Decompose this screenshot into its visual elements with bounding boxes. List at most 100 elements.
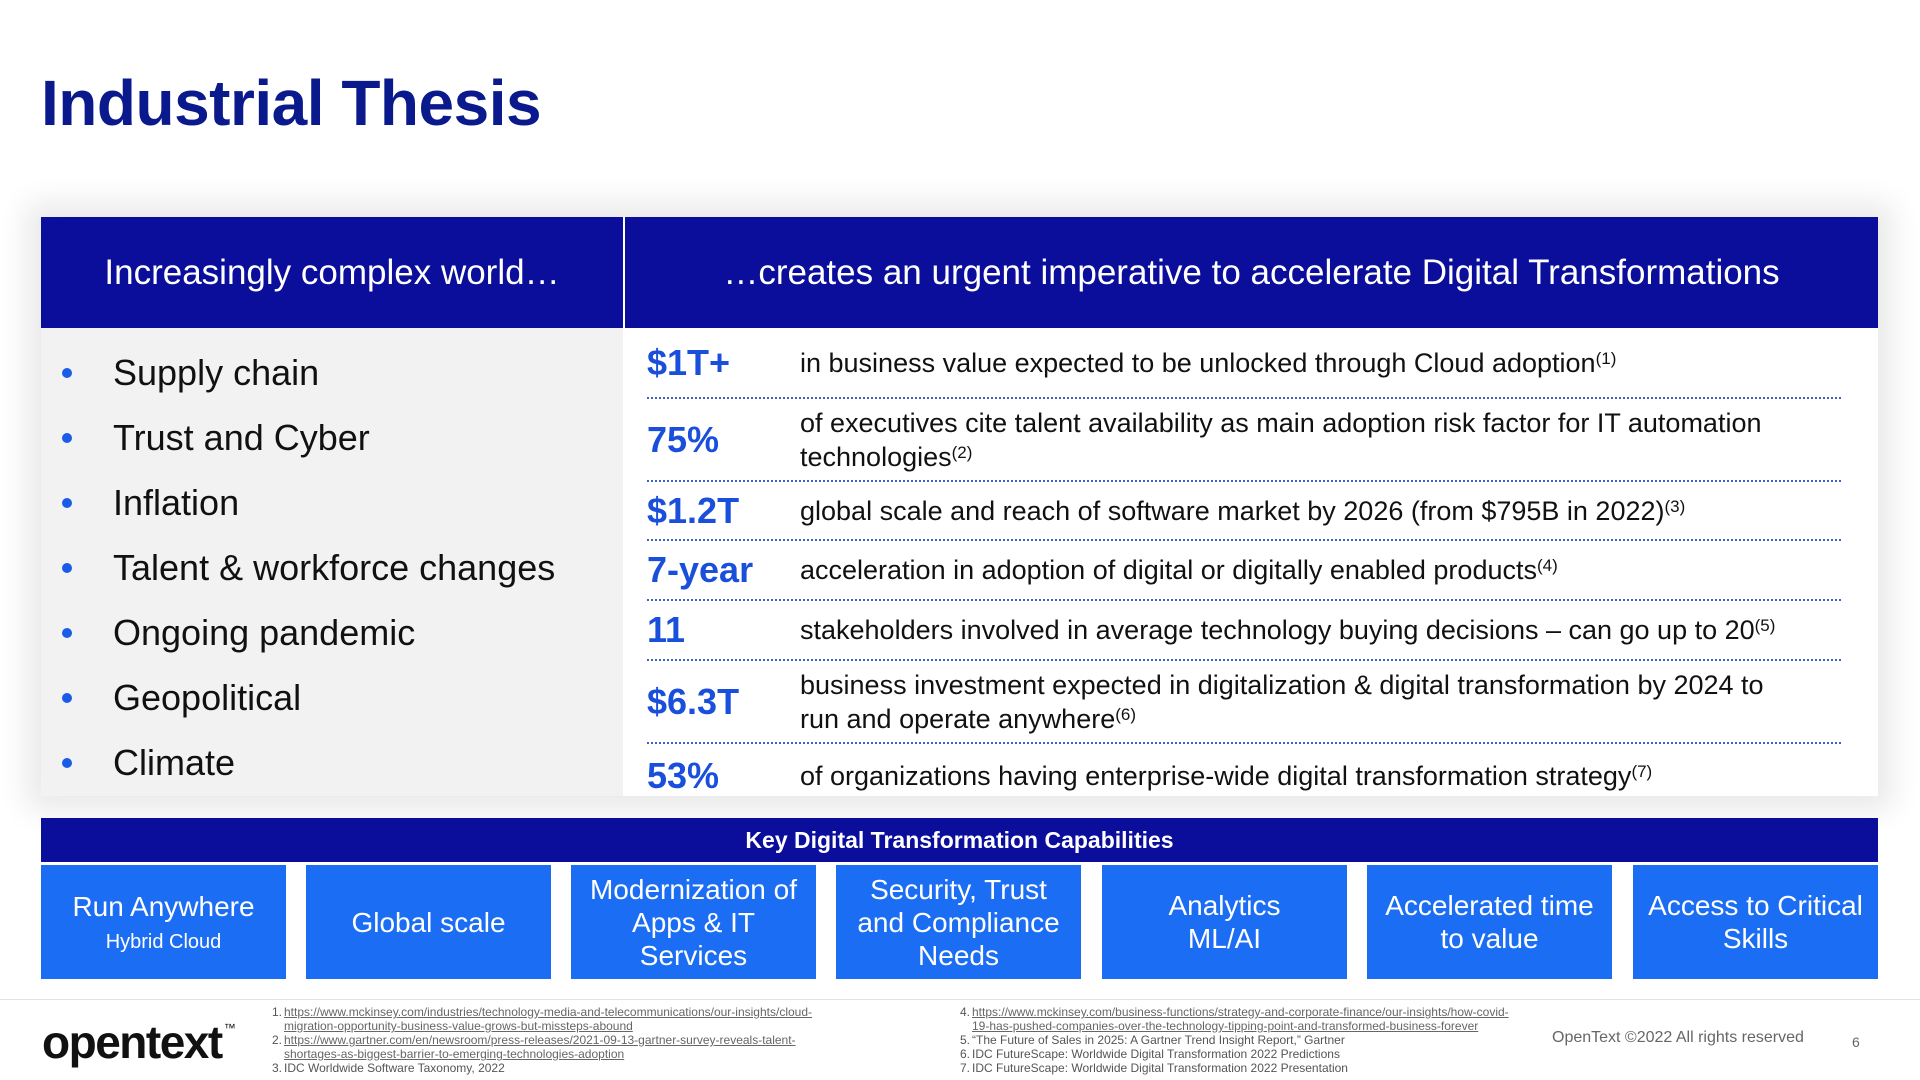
opentext-logo: opentext ™ — [42, 1015, 236, 1069]
footnotes-right: 4. https://www.mckinsey.com/business-func… — [950, 1005, 1570, 1077]
stat-description: stakeholders involved in average technol… — [800, 613, 1795, 647]
capability-tile: Accelerated time to value — [1367, 865, 1612, 979]
capability-label-line: ML/AI — [1187, 923, 1262, 954]
bullet-icon — [62, 627, 72, 638]
capability-tile: Run Anywhere Hybrid Cloud — [41, 865, 286, 979]
capability-label-line: Access to Critical — [1648, 890, 1863, 921]
footnote-link[interactable]: 19-has-pushed-companies-over-the-technol… — [972, 1019, 1479, 1033]
footnote-ref: (1) — [1595, 348, 1617, 368]
capability-label-line: Accelerated time — [1385, 890, 1594, 921]
footnote-text: IDC FutureScape: Worldwide Digital Trans… — [972, 1061, 1348, 1075]
footnote-ref: (6) — [1115, 704, 1137, 724]
stat-value: $1T+ — [647, 341, 731, 383]
challenge-label: Supply chain — [113, 351, 320, 393]
capability-label: Modernization of Apps & IT Services — [590, 873, 797, 972]
stat-description-line: in business value expected to be unlocke… — [800, 347, 1596, 378]
footnote-number: 1. — [271, 1005, 282, 1019]
capability-label-line: Security, Trust — [870, 873, 1047, 905]
logo-trademark: ™ — [223, 1021, 236, 1035]
stat-description-line: business investment expected in digitali… — [800, 669, 1764, 700]
bullet-icon — [62, 367, 72, 378]
bullet-icon — [62, 497, 72, 508]
capability-sublabel: Hybrid Cloud — [105, 931, 222, 953]
footnote-text: “The Future of Sales in 2025: A Gartner … — [972, 1033, 1345, 1047]
capability-label: Global scale — [351, 906, 505, 939]
capability-tile: Security, Trust and Compliance Needs — [836, 865, 1081, 979]
capability-label-line: Skills — [1722, 923, 1789, 954]
capability-label-line: Services — [639, 939, 748, 971]
stat-description: global scale and reach of software marke… — [800, 494, 1705, 528]
capability-tile: Global scale — [306, 865, 551, 979]
challenge-label: Trust and Cyber — [113, 416, 370, 458]
capability-label-line: and Compliance — [857, 906, 1060, 938]
stat-description: business investment expected in digitali… — [800, 668, 1784, 736]
footnote-text: IDC FutureScape: Worldwide Digital Trans… — [972, 1047, 1340, 1061]
capabilities-title: Key Digital Transformation Capabilities — [41, 818, 1878, 862]
thesis-card: Increasingly complex world… …creates an … — [41, 217, 1878, 796]
footer-divider — [0, 999, 1920, 1000]
stat-value: 53% — [647, 754, 720, 796]
footnote-link[interactable]: migration-opportunity-business-value-gro… — [284, 1019, 633, 1033]
stat-description-line: of executives cite talent availability a… — [800, 407, 1762, 438]
copyright: OpenText ©2022 All rights reserved — [1552, 1029, 1804, 1046]
stat-value: $1.2T — [647, 489, 740, 531]
capability-label-line: to value — [1440, 923, 1539, 954]
capability-label: Accelerated time to value — [1385, 889, 1594, 955]
bullet-icon — [62, 432, 72, 443]
stat-description-line: global scale and reach of software marke… — [800, 495, 1665, 526]
footnote-text: IDC Worldwide Software Taxonomy, 2022 — [284, 1061, 505, 1075]
footnote-ref: (2) — [951, 442, 973, 462]
footnote-ref: (4) — [1536, 556, 1558, 575]
capability-tile: Analytics ML/AI — [1102, 865, 1347, 979]
footnote-number: 6. — [959, 1047, 970, 1061]
challenge-label: Climate — [113, 741, 236, 783]
stat-description-line: technologies — [800, 441, 952, 472]
stat-value: $6.3T — [647, 680, 740, 722]
footnotes-left: 1. https://www.mckinsey.com/industries/te… — [262, 1005, 882, 1077]
stat-description-line: stakeholders involved in average technol… — [800, 615, 1755, 645]
capability-label: Security, Trust and Compliance Needs — [857, 873, 1059, 972]
stat-row: 53% of organizations having enterprise-wi… — [647, 744, 1841, 807]
footnote-ref: (3) — [1664, 496, 1686, 516]
footnote-link[interactable]: shortages-as-biggest-barrier-to-emerging… — [284, 1047, 625, 1061]
challenge-label: Ongoing pandemic — [113, 611, 416, 653]
stat-value: 11 — [647, 609, 686, 650]
capabilities-row: Run Anywhere Hybrid Cloud Global scale Mode… — [41, 865, 1878, 979]
footnote-number: 4. — [959, 1005, 970, 1019]
stat-description-line: run and operate anywhere — [800, 703, 1116, 734]
capability-label: Access to Critical Skills — [1648, 889, 1863, 955]
stat-description: acceleration in adoption of digital or d… — [800, 553, 1578, 587]
capability-label-line: Analytics — [1168, 890, 1281, 921]
stat-description: in business value expected to be unlocke… — [800, 346, 1636, 380]
capability-label: Analytics ML/AI — [1168, 889, 1280, 955]
stat-row: 75% of executives cite talent availabilit… — [647, 399, 1841, 482]
stats-list: $1T+ in business value expected to be unl… — [647, 328, 1841, 807]
page-title: Industrial Thesis — [41, 67, 542, 139]
footnote-number: 5. — [959, 1033, 970, 1047]
footnote-number: 3. — [271, 1061, 282, 1075]
stat-row: $1T+ in business value expected to be unl… — [647, 328, 1841, 399]
right-header: …creates an urgent imperative to acceler… — [625, 217, 1878, 328]
stat-description: of executives cite talent availability a… — [800, 406, 1781, 474]
left-header: Increasingly complex world… — [41, 217, 623, 328]
footnote-link[interactable]: https://www.mckinsey.com/business-functi… — [972, 1005, 1509, 1019]
stat-description: of organizations having enterprise-wide … — [800, 759, 1672, 793]
stat-row: $6.3T business investment expected in dig… — [647, 661, 1841, 744]
bullet-icon — [62, 692, 72, 703]
capability-label-line: Modernization of — [589, 873, 797, 905]
stat-description-line: acceleration in adoption of digital or d… — [800, 555, 1537, 585]
capability-tile: Modernization of Apps & IT Services — [571, 865, 816, 979]
stat-row: 11 stakeholders involved in average techn… — [647, 601, 1841, 661]
capability-label-line: Apps & IT — [632, 906, 755, 938]
capability-label: Run Anywhere — [72, 890, 254, 923]
challenge-label: Geopolitical — [113, 676, 302, 718]
stat-row: 7-year acceleration in adoption of digita… — [647, 541, 1841, 601]
challenges-panel: Supply chain Trust and Cyber Inflation Tale… — [41, 328, 623, 796]
bullet-icon — [62, 562, 72, 573]
footnote-link[interactable]: https://www.gartner.com/en/newsroom/pres… — [284, 1033, 796, 1047]
footnote-ref: (7) — [1631, 761, 1653, 781]
footnote-link[interactable]: https://www.mckinsey.com/industries/tech… — [284, 1005, 812, 1019]
stat-row: $1.2T global scale and reach of software … — [647, 482, 1841, 541]
footnote-ref: (5) — [1754, 616, 1776, 635]
stat-value: 75% — [647, 418, 720, 460]
